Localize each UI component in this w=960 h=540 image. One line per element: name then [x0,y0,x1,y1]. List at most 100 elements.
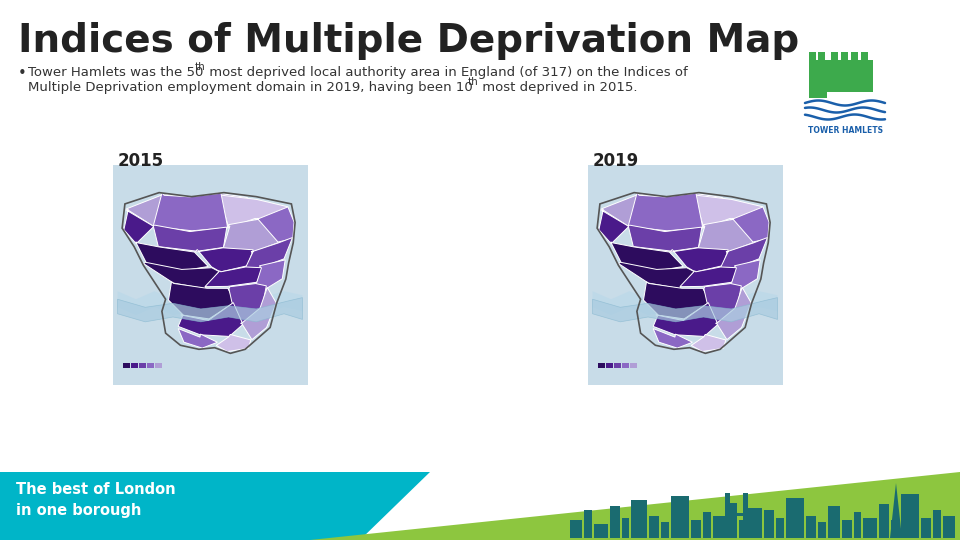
Bar [879,504,889,538]
Polygon shape [731,207,769,242]
Bar [584,510,592,538]
Polygon shape [691,334,726,352]
Bar [730,513,743,516]
Bar [588,165,782,385]
Bar [786,498,804,538]
Polygon shape [228,284,266,325]
Bar [748,508,762,538]
Bar [597,363,605,368]
Bar [713,516,725,538]
Bar [817,60,873,92]
Bar [725,493,730,538]
Bar [727,503,737,538]
Text: most deprived local authority area in England (of 317) on the Indices of: most deprived local authority area in En… [205,66,687,79]
Polygon shape [204,267,263,287]
Bar [809,52,816,60]
Bar [891,520,899,538]
Bar [649,516,659,538]
Polygon shape [216,334,251,352]
Polygon shape [601,193,730,232]
Polygon shape [153,193,228,231]
Bar [138,363,146,368]
Polygon shape [592,291,778,315]
Polygon shape [310,472,960,540]
Polygon shape [680,267,737,287]
Polygon shape [256,260,285,289]
Bar [863,518,877,538]
Polygon shape [704,284,741,325]
Bar [861,52,868,60]
Polygon shape [195,248,253,272]
Polygon shape [694,195,763,228]
Polygon shape [698,219,757,252]
Polygon shape [127,193,254,232]
Polygon shape [716,287,752,340]
Polygon shape [179,328,218,348]
Text: most deprived in 2015.: most deprived in 2015. [478,81,637,94]
Polygon shape [628,193,703,231]
Polygon shape [643,282,709,319]
Polygon shape [611,242,684,271]
Polygon shape [0,472,430,540]
Polygon shape [246,238,293,268]
Polygon shape [124,209,154,244]
Text: Indices of Multiple Deprivation Map: Indices of Multiple Deprivation Map [18,22,800,60]
Bar [841,52,848,60]
Bar [570,520,582,538]
Text: Multiple Deprivation employment domain in 2019, having been 10: Multiple Deprivation employment domain i… [28,81,472,94]
Bar [842,520,852,538]
Polygon shape [241,287,276,340]
Bar [671,496,689,538]
Bar [155,363,161,368]
Polygon shape [224,219,282,252]
Bar [594,524,608,538]
Bar [661,522,669,538]
Polygon shape [592,298,778,322]
Polygon shape [653,302,718,336]
Bar [112,165,307,385]
Bar [703,512,711,538]
Polygon shape [732,260,760,289]
Bar [610,506,620,538]
Polygon shape [890,483,902,538]
Text: The best of London
in one borough: The best of London in one borough [16,482,176,518]
Polygon shape [653,328,692,348]
Bar [613,363,620,368]
Polygon shape [721,238,768,268]
Bar [630,363,636,368]
Polygon shape [169,282,234,319]
Polygon shape [179,302,243,336]
Polygon shape [599,209,629,244]
Polygon shape [135,242,208,271]
Text: •: • [18,66,27,81]
Text: 2019: 2019 [592,152,638,170]
Bar [739,520,746,538]
Bar [131,363,137,368]
Polygon shape [618,262,694,288]
Polygon shape [117,291,302,315]
Text: TOWER HAMLETS: TOWER HAMLETS [807,126,882,135]
Bar [622,518,629,538]
Bar [828,506,840,538]
Bar [809,60,827,98]
Bar [831,52,838,60]
Text: th: th [468,77,479,87]
Bar [901,494,919,538]
Bar [764,510,774,538]
Bar [854,512,861,538]
Bar [123,363,130,368]
Polygon shape [255,207,294,242]
Bar [631,500,647,538]
Bar [818,52,825,60]
Polygon shape [144,262,219,288]
Bar [621,363,629,368]
Text: 2015: 2015 [117,152,163,170]
Bar [851,52,858,60]
Bar [933,510,941,538]
Bar [743,493,748,538]
Polygon shape [670,248,729,272]
Bar [806,516,816,538]
Bar [921,518,931,538]
Polygon shape [117,298,302,322]
Bar [818,522,826,538]
